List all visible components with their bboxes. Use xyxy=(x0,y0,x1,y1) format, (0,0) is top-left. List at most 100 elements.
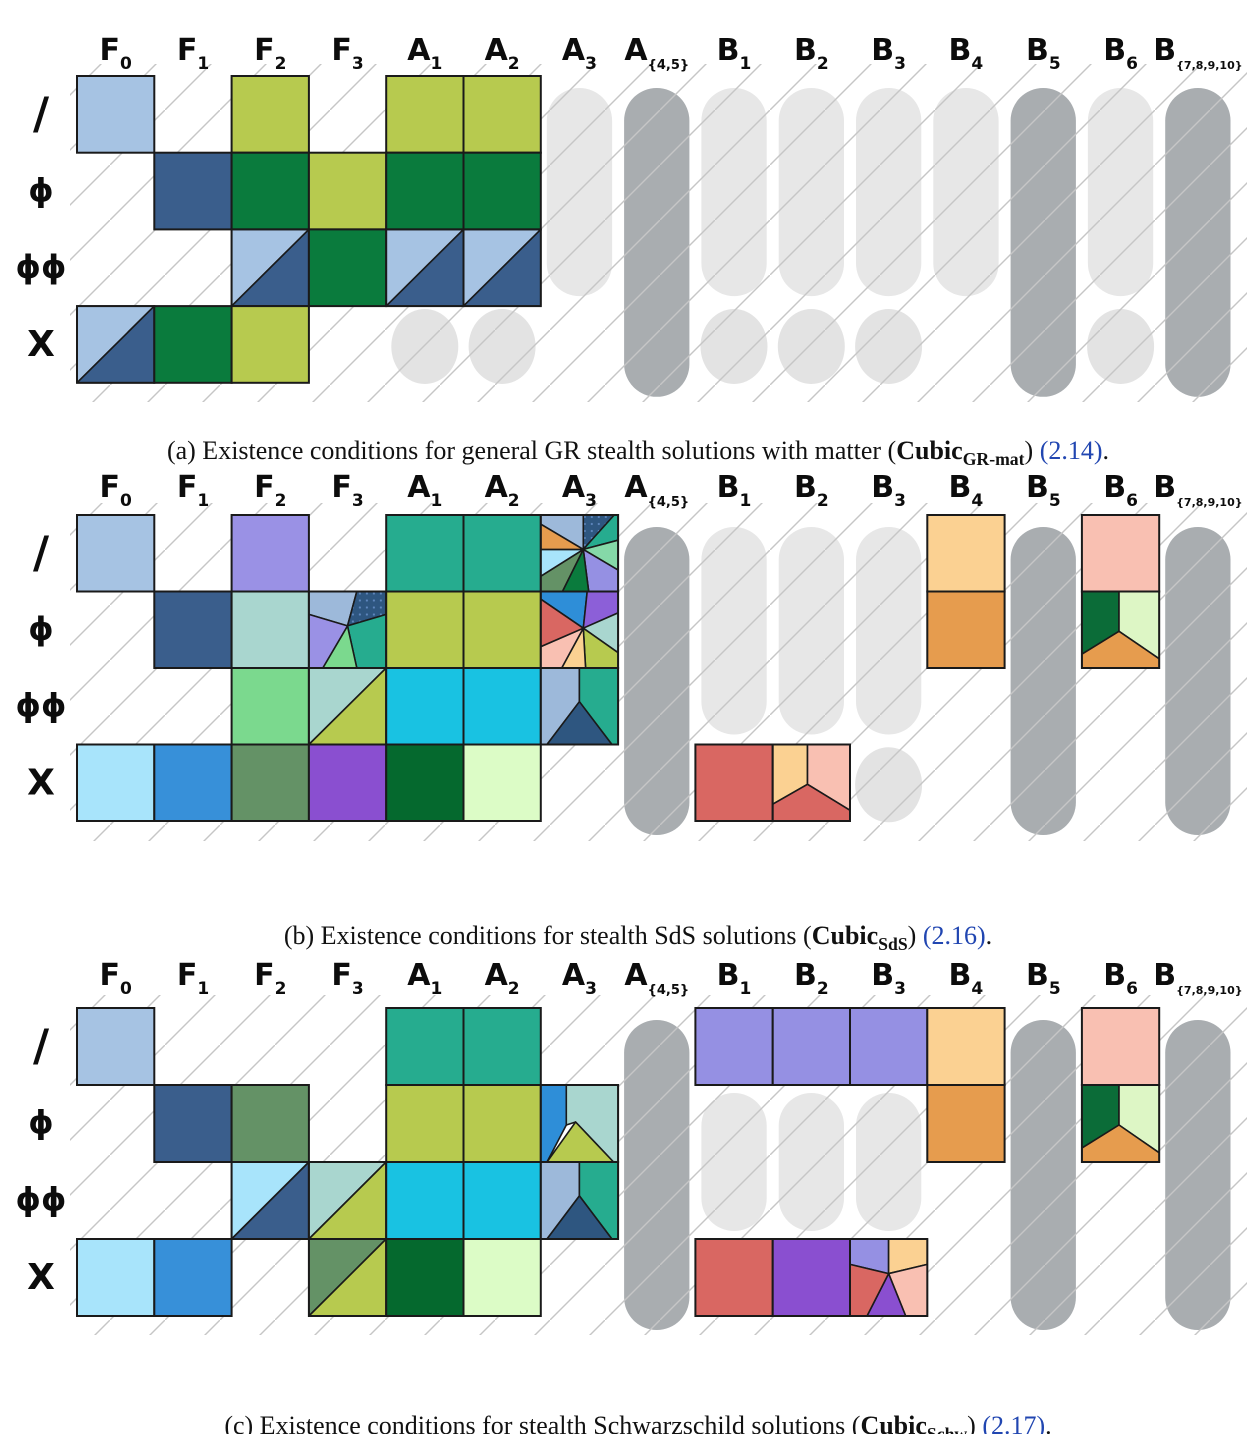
panel-b-cell-A3-phi xyxy=(539,590,620,669)
cell-fill-xdgreen xyxy=(385,1238,465,1317)
panel-b-cell-B2-x xyxy=(771,743,852,822)
caption-b: (b) Existence conditions for stealth SdS… xyxy=(0,891,1250,985)
panel-b-cell-F2-x xyxy=(230,743,310,822)
cell-fill-cyan xyxy=(462,1161,542,1240)
panel-a-cell-F3-phi xyxy=(307,151,388,231)
panel-a-cell-A1-phiphi xyxy=(385,228,465,308)
caption-c-text3: . xyxy=(1045,1411,1052,1434)
cell-fill-periwinkle xyxy=(771,1007,852,1086)
panel-c-col-header-A1: A1 xyxy=(407,958,442,999)
panel-c-cell-B1-slash xyxy=(694,1007,774,1086)
panel-b-col-header-B1: B1 xyxy=(717,470,752,511)
cell-fill-blue xyxy=(153,743,233,822)
cell-fill-dgreen xyxy=(385,151,465,231)
caption-b-eq-ref-link[interactable]: (2.16) xyxy=(922,921,986,950)
panel-a-cell-F1-phi xyxy=(153,151,233,231)
panel-c-col-header-B5: B5 xyxy=(1026,958,1061,999)
cell-fill-cyan xyxy=(462,667,542,746)
panel-a-col-header-B2: B2 xyxy=(794,33,829,74)
panel-b-cell-F3-x xyxy=(307,743,388,822)
panel-b-col-header-B4: B4 xyxy=(949,470,984,511)
panel-a-row-label-slash: / xyxy=(33,88,50,139)
panel-b-row-label-phiphi: ϕϕ xyxy=(16,687,67,725)
cell-fill-pink xyxy=(1080,1007,1161,1086)
cell-fill-peach xyxy=(926,1007,1006,1086)
cell-fill-palegreen xyxy=(462,743,542,822)
caption-c-eq-ref-link[interactable]: (2.17) xyxy=(982,1411,1046,1434)
cell-fill-lcyan xyxy=(76,1238,156,1317)
cell-fill-sage xyxy=(230,743,310,822)
caption-c: (c) Existence conditions for stealth Sch… xyxy=(0,1381,1250,1434)
panel-a-col-header-B6: B6 xyxy=(1103,33,1138,74)
panel-b-cell-A1-x xyxy=(385,743,465,822)
panel-a-col-header-F1: F1 xyxy=(177,33,209,74)
cell-outline xyxy=(539,1161,620,1240)
cell-outline xyxy=(849,1238,929,1317)
panel-a-col-header-A2: A2 xyxy=(485,33,520,74)
panel-c-cell-F3-phiphi xyxy=(307,1161,388,1240)
panel-c-cell-F2-phiphi xyxy=(230,1161,310,1240)
panel-b-cell-B1-x xyxy=(694,743,774,822)
cell-fill-yg xyxy=(230,75,310,154)
panel-a-col-header-B5: B5 xyxy=(1026,33,1061,74)
panel-c-col-header-F1: F1 xyxy=(177,958,209,999)
panel-b-cell-B6-phi xyxy=(1080,590,1161,669)
panel-b-cell-B4-phi xyxy=(926,590,1006,669)
caption-b-cubic: CubicSdS xyxy=(811,921,908,955)
panel-b-col-header-B2: B2 xyxy=(794,470,829,511)
cell-fill-dgreen xyxy=(230,151,310,231)
panel-a-cell-F2-phiphi xyxy=(230,228,310,308)
panel-a-row-label-phiphi: ϕϕ xyxy=(16,248,67,286)
panel-a-col-header-F2: F2 xyxy=(254,33,286,74)
panel-b-cell-F2-phi xyxy=(230,590,310,669)
cell-fill-lgreen xyxy=(230,667,310,746)
cell-fill-red xyxy=(694,743,774,822)
panel-c-cell-B6-phi xyxy=(1080,1084,1161,1163)
cell-fill-steel xyxy=(76,1007,156,1086)
panel-b-cell-F0-slash xyxy=(76,514,156,593)
panel-b-cell-F2-phiphi xyxy=(230,667,310,746)
cell-fill-red xyxy=(694,1238,774,1317)
cell-fill-periwinkle xyxy=(849,1007,929,1086)
panel-b-col-header-B5: B5 xyxy=(1026,470,1061,511)
cell-fill-yg xyxy=(307,151,388,231)
cell-fill-xdgreen xyxy=(385,743,465,822)
panel-b-row-label-x: X xyxy=(27,762,55,803)
cell-fill-yg xyxy=(230,305,310,384)
panel-c-col-header-B4: B4 xyxy=(949,958,984,999)
panel-c-cell-B2-slash xyxy=(771,1007,852,1086)
cell-fill-yg xyxy=(385,75,465,154)
panel-c-col-header-B6: B6 xyxy=(1103,958,1138,999)
panel-c-cell-A2-slash xyxy=(462,1007,542,1086)
panel-c-cell-F3-x xyxy=(307,1238,388,1317)
panel-a-row-label-x: X xyxy=(27,324,55,365)
panel-c-cell-F1-phi xyxy=(153,1084,233,1163)
cell-fill-lcyan xyxy=(76,743,156,822)
panel-c-cell-A1-phiphi xyxy=(385,1161,465,1240)
cell-fill-yg xyxy=(462,590,542,669)
cell-fill-cyan xyxy=(385,667,465,746)
panel-b-col-header-A3: A3 xyxy=(562,470,597,511)
cell-fill-slate xyxy=(153,1084,233,1163)
caption-c-cubic-sub: Schw xyxy=(927,1424,967,1434)
panel-b-cell-A2-slash xyxy=(462,514,542,593)
caption-a: (a) Existence conditions for general GR … xyxy=(0,406,1250,500)
panel-a-col-header-A1: A1 xyxy=(407,33,442,74)
cell-fill-paleteal xyxy=(230,590,310,669)
caption-a-cubic-sub: GR-mat xyxy=(962,449,1025,470)
caption-b-cubic-sub: SdS xyxy=(878,934,908,955)
panel-b-row-label-phi: ϕ xyxy=(28,610,53,648)
panel-a-cell-F2-slash xyxy=(230,75,310,154)
caption-a-eq-ref-link[interactable]: (2.14) xyxy=(1039,436,1103,465)
panel-b-col-header-A1: A1 xyxy=(407,470,442,511)
panel-c-cell-B1-x xyxy=(694,1238,774,1317)
panel-b-col-header-F1: F1 xyxy=(177,470,209,511)
cell-outline xyxy=(462,228,542,308)
panel-b: F0 F1 F2 F3 A1 A2 A3 A{4,5} B1 B2 B3 B4 B5 B6 B{7,8,9,… xyxy=(16,470,1247,841)
cell-outline xyxy=(1080,590,1161,669)
panel-c-col-header-B1: B1 xyxy=(717,958,752,999)
panel-c-cell-B4-slash xyxy=(926,1007,1006,1086)
panel-c-cell-A3-phiphi xyxy=(539,1161,620,1240)
panel-c-row-label-x: X xyxy=(27,1257,55,1298)
